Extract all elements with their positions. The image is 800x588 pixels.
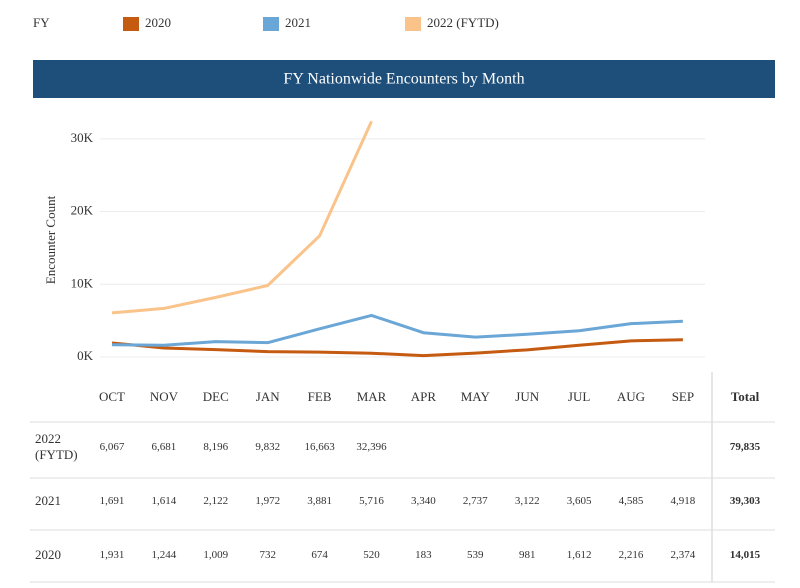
y-tick-label: 20K: [71, 203, 94, 218]
row-label: 2022 (FYTD): [35, 431, 78, 462]
legend-label: 2021: [285, 15, 311, 30]
column-header: JUN: [515, 389, 539, 404]
column-header: DEC: [203, 389, 229, 404]
legend-swatch: [263, 17, 279, 31]
column-header: AUG: [617, 389, 645, 404]
legend-swatch: [405, 17, 421, 31]
table-cell: 520: [363, 549, 380, 561]
table-cell: 1,972: [255, 495, 281, 507]
column-header: MAY: [461, 389, 491, 404]
table-cell: 6,681: [151, 441, 177, 453]
y-tick-label: 30K: [71, 130, 94, 145]
column-header: OCT: [99, 389, 125, 404]
table-cell: 1,244: [151, 549, 177, 561]
table-cell: 4,918: [670, 495, 696, 507]
series-line: [111, 313, 683, 347]
column-header: SEP: [672, 389, 694, 404]
table-cell: 1,614: [151, 495, 177, 507]
column-header: MAR: [357, 389, 387, 404]
table-cell: 1,009: [203, 549, 229, 561]
column-header: Total: [731, 389, 760, 404]
y-axis-label: Encounter Count: [43, 195, 58, 284]
table-cell: 3,122: [514, 495, 540, 507]
table-cell: 1,691: [99, 495, 125, 507]
table-cell: 539: [467, 549, 484, 561]
y-tick-label: 10K: [71, 275, 94, 290]
title-bar: [33, 60, 775, 98]
table-cell: 1,612: [566, 549, 592, 561]
table-cell: 32,396: [356, 441, 387, 453]
table-cell: 2,122: [203, 495, 229, 507]
table-cell: 2,216: [618, 549, 644, 561]
table-cell: 1,931: [99, 549, 125, 561]
legend-swatch: [123, 17, 139, 31]
legend-title: FY: [33, 15, 50, 30]
table-cell: 4,585: [618, 495, 644, 507]
legend-label: 2022 (FYTD): [427, 15, 499, 30]
table-cell: 183: [415, 549, 432, 561]
table-cell: 16,663: [304, 441, 335, 453]
table-cell: 2,737: [462, 495, 488, 507]
table-cell: 9,832: [255, 441, 281, 453]
row-total: 14,015: [729, 549, 761, 561]
table-cell: 8,196: [203, 441, 229, 453]
row-total: 79,835: [729, 441, 761, 453]
table-cell: 6,067: [99, 441, 125, 453]
series-line: [111, 120, 373, 315]
row-label: 2021: [35, 493, 61, 508]
table-cell: 3,605: [566, 495, 592, 507]
table-cell: 981: [518, 549, 536, 561]
chart-title: FY Nationwide Encounters by Month: [283, 71, 524, 88]
table-cell: 674: [311, 549, 328, 561]
column-header: JAN: [256, 389, 280, 404]
table-cell: 3,881: [307, 495, 332, 507]
table-cell: 732: [259, 549, 276, 561]
table-cell: 5,716: [359, 495, 384, 507]
column-header: FEB: [308, 389, 332, 404]
legend-label: 2020: [145, 15, 171, 30]
series-line: [111, 338, 683, 358]
row-total: 39,303: [729, 495, 761, 507]
column-header: APR: [411, 389, 437, 404]
row-label: 2020: [35, 547, 61, 562]
y-tick-label: 0K: [77, 348, 94, 363]
column-header: JUL: [568, 389, 590, 404]
column-header: NOV: [150, 389, 179, 404]
table-cell: 3,340: [411, 495, 436, 507]
table-cell: 2,374: [670, 549, 696, 561]
